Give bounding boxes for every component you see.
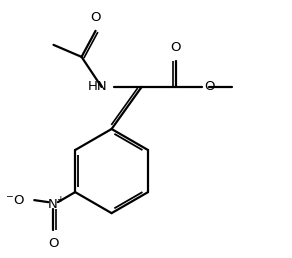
Text: O: O: [171, 42, 181, 54]
Text: O: O: [204, 80, 214, 93]
Text: O: O: [48, 237, 58, 251]
Text: N: N: [48, 198, 58, 211]
Text: $^{-}$O: $^{-}$O: [5, 194, 25, 207]
Text: O: O: [90, 11, 101, 25]
Text: HN: HN: [88, 80, 107, 93]
Text: +: +: [56, 195, 64, 204]
